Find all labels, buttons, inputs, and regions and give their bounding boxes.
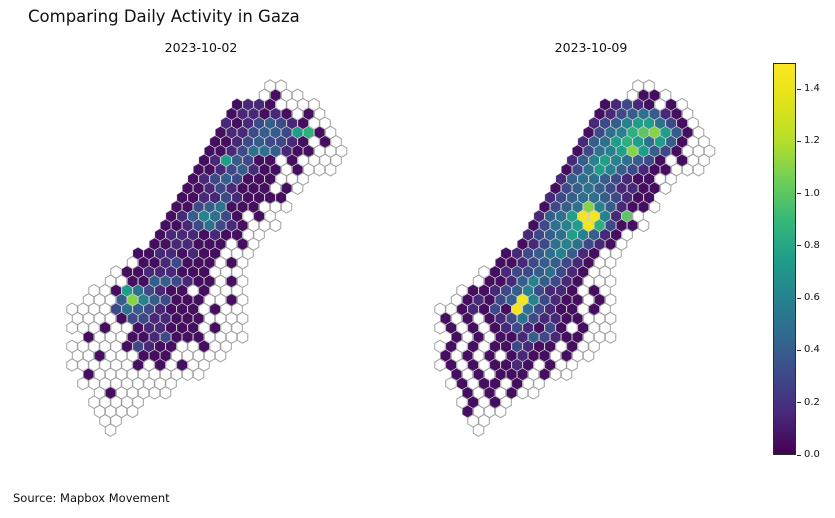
colorbar-tick-mark bbox=[797, 88, 801, 90]
hex-cell bbox=[560, 367, 573, 382]
hex-cell bbox=[549, 367, 562, 382]
colorbar-tick-label: 0.2 bbox=[804, 396, 820, 408]
hex-cell bbox=[637, 218, 650, 233]
colorbar-tick-mark bbox=[797, 349, 801, 351]
panel-title-left: 2023-10-02 bbox=[164, 40, 238, 55]
hex-cell bbox=[181, 367, 194, 382]
hex-cell bbox=[159, 386, 172, 400]
hex-cell bbox=[434, 321, 446, 335]
hex-cell bbox=[648, 200, 661, 214]
colorbar-tick-mark bbox=[797, 193, 801, 195]
hex-cell bbox=[66, 321, 78, 335]
hex-cell bbox=[66, 358, 78, 372]
colorbar-tick-mark bbox=[797, 245, 801, 247]
hex-cell bbox=[77, 376, 89, 391]
colorbar-tick-label: 0.0 bbox=[804, 449, 820, 460]
hex-cell bbox=[527, 386, 540, 400]
hex-cell bbox=[494, 404, 507, 419]
hex-cell bbox=[434, 358, 446, 372]
colorbar-tick-label: 1.0 bbox=[804, 187, 820, 199]
hexbin-map-2023-10-02 bbox=[66, 79, 348, 437]
hex-cell bbox=[692, 162, 705, 177]
hex-cell bbox=[516, 386, 529, 400]
colorbar-tick-label: 0.4 bbox=[804, 344, 820, 356]
hex-cell bbox=[582, 348, 595, 363]
hex-cell bbox=[324, 162, 337, 177]
colorbar-tick-label: 0.6 bbox=[804, 292, 820, 304]
chart-title: Comparing Daily Activity in Gaza bbox=[28, 7, 300, 26]
colorbar-tick-mark bbox=[797, 402, 801, 404]
hex-cell bbox=[280, 200, 293, 214]
colorbar-tick-mark bbox=[797, 454, 801, 456]
hex-cell bbox=[472, 423, 485, 437]
colorbar-tick-label: 1.2 bbox=[804, 135, 820, 147]
hex-cell bbox=[126, 404, 139, 419]
hex-cell bbox=[148, 386, 161, 400]
hex-cell bbox=[291, 181, 304, 196]
source-note: Source: Mapbox Movement bbox=[13, 491, 170, 505]
panel-title-right: 2023-10-09 bbox=[554, 40, 628, 55]
hex-cell bbox=[269, 218, 282, 233]
hex-cell bbox=[214, 348, 227, 363]
colorbar-tick-mark bbox=[797, 297, 801, 299]
colorbar-tick-mark bbox=[797, 140, 801, 142]
colorbar-tick-label: 0.8 bbox=[804, 239, 820, 251]
hex-cell bbox=[445, 376, 457, 391]
hexbin-map-2023-10-09 bbox=[434, 79, 716, 437]
hex-cell bbox=[659, 181, 672, 196]
colorbar-tick-label: 1.4 bbox=[804, 83, 820, 95]
hex-cell bbox=[236, 330, 249, 344]
hex-cell bbox=[681, 162, 694, 177]
hex-cell bbox=[192, 367, 205, 382]
hex-cell bbox=[604, 330, 617, 344]
hex-cell bbox=[313, 162, 326, 177]
hex-cell bbox=[104, 423, 117, 437]
colorbar bbox=[773, 63, 796, 455]
